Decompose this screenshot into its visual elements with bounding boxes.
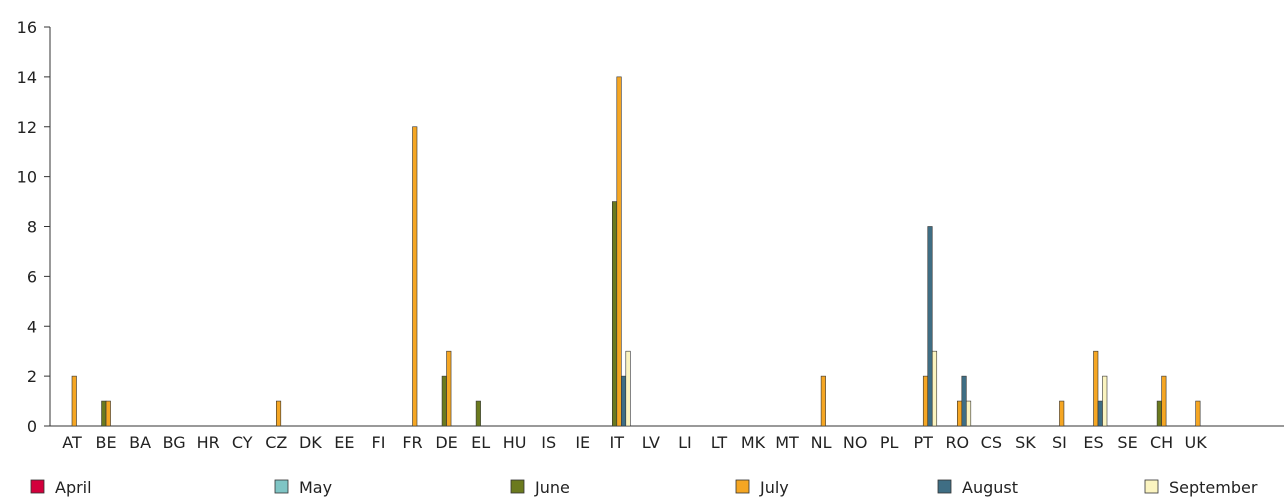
- y-tick-label: 16: [17, 18, 37, 37]
- x-tick-label: CS: [981, 433, 1002, 452]
- y-tick-label: 4: [27, 317, 37, 336]
- bar: [922, 375, 929, 427]
- x-tick-label: LV: [642, 433, 660, 452]
- y-tick-label: 2: [27, 367, 37, 386]
- x-tick-label: EE: [334, 433, 354, 452]
- x-tick-label: FI: [371, 433, 385, 452]
- bar: [620, 375, 627, 427]
- bar: [475, 400, 481, 427]
- x-tick-label: NL: [811, 433, 832, 452]
- legend-label: April: [55, 478, 92, 497]
- legend-label: July: [759, 478, 789, 497]
- bar: [961, 375, 967, 427]
- y-axis: 0 2 4 6 8 10 12 14 16: [17, 18, 51, 436]
- bar: [956, 400, 963, 427]
- y-tick-label: 10: [17, 168, 37, 187]
- bar: [611, 201, 618, 427]
- legend-label: June: [534, 478, 570, 497]
- bar: [927, 226, 933, 427]
- x-tick-label: LT: [711, 433, 728, 452]
- x-tick-label: BA: [129, 433, 151, 452]
- y-tick-label: 14: [17, 68, 37, 87]
- x-axis: AT BE BA BG HR CY CZ DK EE FI FR DE EL HU IS IE IT LV LI LT…: [50, 425, 1284, 452]
- bar: [1102, 375, 1108, 427]
- bar: [616, 76, 622, 427]
- x-tick-label: IS: [541, 433, 556, 452]
- legend: April May June July August September: [30, 478, 1258, 497]
- bar: [1161, 375, 1167, 427]
- bar: [965, 400, 972, 427]
- bar: [441, 375, 447, 427]
- bar: [820, 375, 826, 427]
- x-tick-label: MK: [741, 433, 766, 452]
- legend-swatch: [30, 479, 45, 494]
- legend-swatch: [274, 479, 289, 494]
- x-tick-label: NO: [843, 433, 868, 452]
- x-tick-label: CZ: [265, 433, 287, 452]
- x-tick-label: SI: [1052, 433, 1067, 452]
- bar: [1195, 400, 1201, 427]
- legend-label: May: [299, 478, 332, 497]
- x-tick-label: EL: [471, 433, 490, 452]
- x-tick-label: CY: [232, 433, 253, 452]
- bar: [1093, 350, 1099, 427]
- x-tick-label: SK: [1015, 433, 1036, 452]
- x-tick-label: MT: [775, 433, 799, 452]
- bar: [71, 375, 77, 427]
- x-tick-label: IE: [575, 433, 590, 452]
- x-tick-label: RO: [945, 433, 969, 452]
- legend-label: August: [962, 478, 1018, 497]
- bar: [931, 350, 938, 427]
- x-tick-label: HR: [197, 433, 220, 452]
- legend-label: September: [1169, 478, 1258, 497]
- y-tick-label: 8: [27, 218, 37, 237]
- x-tick-label: UK: [1185, 433, 1208, 452]
- x-tick-label: AT: [62, 433, 82, 452]
- y-tick-label: 0: [27, 417, 37, 436]
- x-tick-label: SE: [1117, 433, 1137, 452]
- x-tick-label: FR: [402, 433, 422, 452]
- x-tick-label: PT: [914, 433, 934, 452]
- x-tick-label: HU: [503, 433, 527, 452]
- bar: [1059, 400, 1065, 427]
- legend-swatch: [1144, 479, 1159, 494]
- x-tick-label: IT: [610, 433, 625, 452]
- legend-swatch: [937, 479, 952, 494]
- bar: [446, 350, 452, 427]
- x-tick-label: PL: [880, 433, 899, 452]
- bar: [1097, 400, 1103, 427]
- bar: [101, 400, 107, 427]
- legend-swatch: [510, 479, 525, 494]
- y-tick-label: 6: [27, 267, 37, 286]
- y-tick-label: 12: [17, 118, 37, 137]
- bar: [1156, 400, 1162, 427]
- bars: [71, 76, 1201, 427]
- x-tick-label: DE: [435, 433, 457, 452]
- legend-swatch: [735, 479, 750, 494]
- bar: [412, 126, 418, 427]
- x-tick-label: BG: [163, 433, 186, 452]
- bar: [105, 400, 111, 427]
- x-tick-label: LI: [678, 433, 692, 452]
- x-tick-label: CH: [1150, 433, 1173, 452]
- x-tick-label: ES: [1083, 433, 1103, 452]
- bar: [275, 400, 282, 427]
- x-tick-label: DK: [299, 433, 322, 452]
- bar: [625, 350, 631, 427]
- x-tick-label: BE: [96, 433, 117, 452]
